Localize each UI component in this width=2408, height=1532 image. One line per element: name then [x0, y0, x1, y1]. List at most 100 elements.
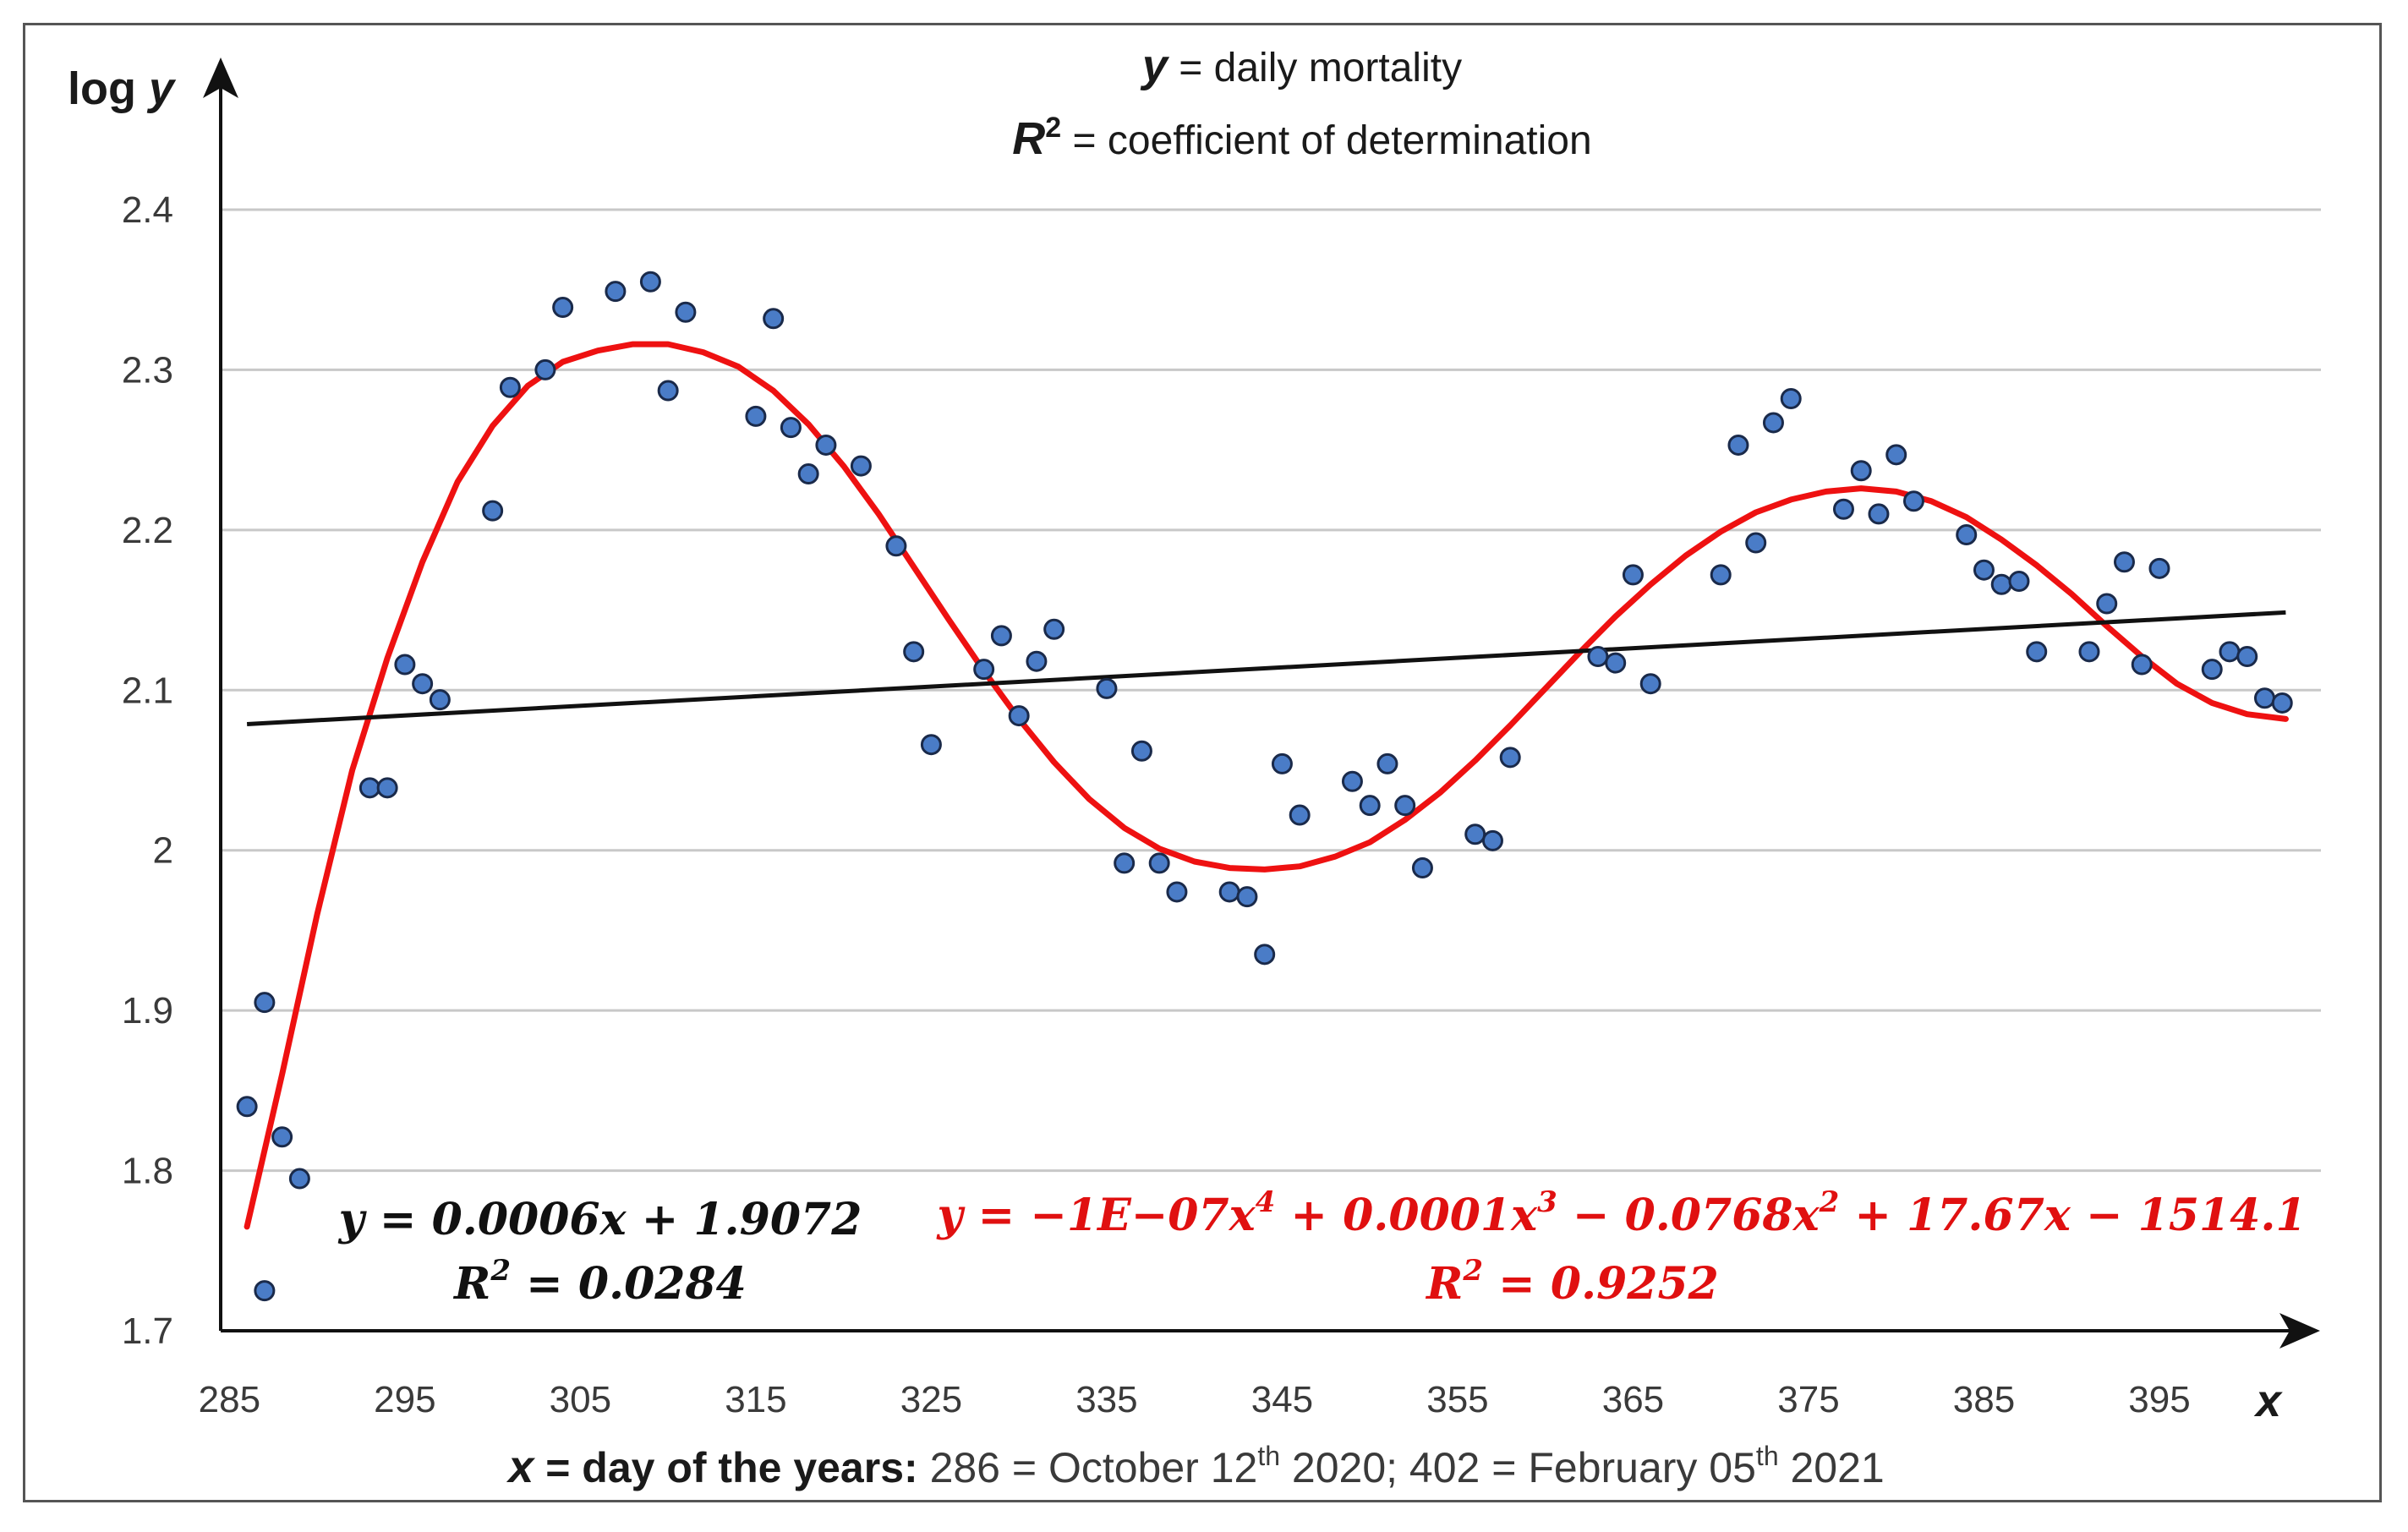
y-tick-label: 2.4	[122, 189, 173, 231]
x-tick-label: 385	[1953, 1379, 2015, 1420]
data-point	[271, 1126, 293, 1148]
data-point	[288, 1168, 310, 1190]
x-tick-label: 345	[1251, 1379, 1313, 1420]
x-tick-labels: 285 295 305 315 325 335 345 355 365 375 385 395	[199, 1379, 2191, 1420]
data-point	[2148, 557, 2170, 579]
y-axis-label: log y	[68, 63, 177, 114]
data-point	[1990, 573, 2012, 595]
x-tick-label: 395	[2128, 1379, 2190, 1420]
data-point	[2201, 659, 2223, 681]
data-point	[850, 455, 872, 477]
data-point	[412, 673, 434, 695]
data-point	[1780, 388, 1802, 410]
data-point	[1254, 944, 1276, 966]
data-point	[1114, 852, 1136, 874]
y-tick-label: 2.2	[122, 510, 173, 551]
data-point	[2271, 692, 2293, 714]
data-point	[2026, 641, 2048, 663]
data-point	[605, 281, 627, 303]
data-point	[1376, 752, 1398, 774]
poly-r2: R2 = 0.9252	[1425, 1254, 1719, 1310]
y-tick-label: 1.7	[122, 1310, 173, 1352]
y-tick-labels: 1.7 1.8 1.9 2 2.1 2.2 2.3 2.4	[122, 189, 173, 1352]
data-point	[1166, 881, 1188, 903]
data-point	[1727, 434, 1749, 456]
data-point	[1008, 705, 1030, 727]
y-tick-label: 1.9	[122, 990, 173, 1031]
data-point	[1745, 532, 1767, 554]
linear-equation: y = 0.0006x + 1.9072	[338, 1194, 862, 1245]
y-tick-label: 1.8	[122, 1151, 173, 1192]
data-point	[358, 777, 380, 799]
data-point	[499, 376, 521, 398]
data-point	[1868, 503, 1890, 525]
data-point	[639, 271, 661, 293]
data-point	[780, 417, 802, 439]
y-tick-label: 2.1	[122, 670, 173, 711]
data-point	[236, 1096, 258, 1118]
x-tick-label: 355	[1426, 1379, 1488, 1420]
data-point	[2096, 593, 2118, 615]
data-point	[2236, 646, 2258, 668]
data-point	[1411, 857, 1433, 879]
data-point	[1902, 490, 1924, 512]
data-point	[1973, 559, 1995, 581]
data-point	[1026, 650, 1048, 672]
data-point	[1832, 498, 1854, 520]
poly-fit-curve	[244, 341, 2289, 1230]
data-point	[1394, 795, 1416, 817]
x-tick-label: 305	[550, 1379, 611, 1420]
data-point	[2131, 654, 2153, 676]
data-point	[2078, 641, 2100, 663]
data-point	[1236, 886, 1258, 908]
data-point	[429, 689, 451, 711]
data-point	[1130, 740, 1152, 762]
data-point	[2253, 687, 2275, 709]
x-axis-caption: x = day of the years: 286 = October 12th…	[506, 1441, 1884, 1492]
x-tick-label: 335	[1075, 1379, 1137, 1420]
x-axis-arrowhead	[2279, 1313, 2320, 1349]
data-point	[254, 1280, 276, 1302]
linear-fit-line	[246, 610, 2286, 726]
gridlines	[221, 208, 2321, 1173]
data-point	[815, 434, 837, 456]
data-point	[534, 358, 556, 380]
x-tick-label: 315	[725, 1379, 786, 1420]
data-point	[1956, 524, 1978, 546]
data-point	[1359, 795, 1381, 817]
linear-r2: R2 = 0.0284	[452, 1254, 747, 1310]
data-point	[675, 301, 697, 323]
data-point	[1639, 673, 1661, 695]
data-point	[885, 535, 907, 557]
x-tick-label: 285	[199, 1379, 260, 1420]
data-point	[394, 654, 416, 676]
data-point	[1885, 444, 1907, 466]
x-axis-label: x	[2253, 1376, 2283, 1426]
data-point	[1096, 677, 1118, 699]
data-point	[2113, 551, 2135, 573]
data-point	[1622, 564, 1644, 586]
data-point	[657, 380, 679, 402]
data-point	[482, 500, 504, 522]
data-point	[1481, 829, 1503, 851]
data-point	[1148, 852, 1170, 874]
data-point	[1710, 564, 1732, 586]
x-tick-label: 325	[900, 1379, 962, 1420]
data-point	[903, 641, 925, 663]
data-point	[1271, 752, 1293, 774]
data-point	[1341, 770, 1363, 792]
data-point	[254, 992, 276, 1014]
data-point	[797, 463, 819, 485]
data-point	[2008, 570, 2030, 592]
poly-equation: y = −1E−07x4 + 0.0001x3 − 0.0768x2 + 17.…	[936, 1185, 2306, 1241]
y-axis-arrowhead	[203, 57, 238, 98]
chart-frame	[23, 23, 2382, 1502]
data-point	[990, 625, 1012, 647]
data-point	[1587, 646, 1609, 668]
data-point	[1762, 412, 1784, 434]
data-point	[1289, 804, 1311, 826]
data-point	[1043, 618, 1065, 640]
data-point	[1218, 881, 1240, 903]
y-tick-label: 2.3	[122, 349, 173, 391]
